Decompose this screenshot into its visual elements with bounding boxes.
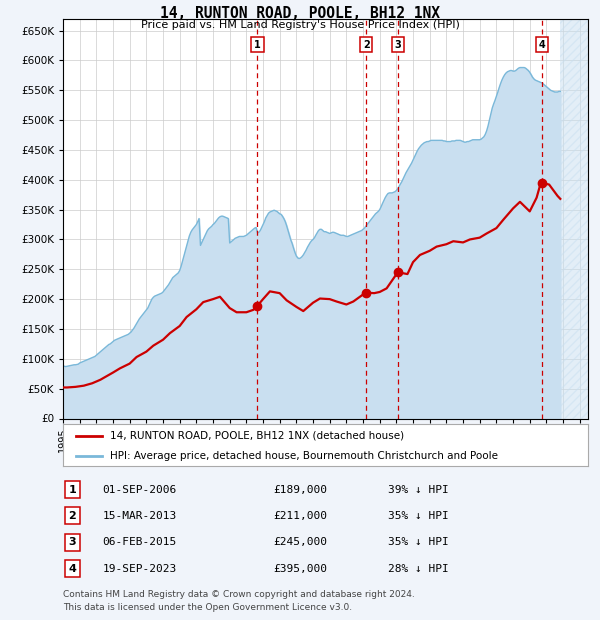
Text: 19-SEP-2023: 19-SEP-2023 <box>103 564 176 574</box>
Text: Price paid vs. HM Land Registry's House Price Index (HPI): Price paid vs. HM Land Registry's House … <box>140 20 460 30</box>
Text: £395,000: £395,000 <box>273 564 327 574</box>
Text: 2: 2 <box>363 40 370 50</box>
Text: 14, RUNTON ROAD, POOLE, BH12 1NX (detached house): 14, RUNTON ROAD, POOLE, BH12 1NX (detach… <box>110 431 404 441</box>
Text: 14, RUNTON ROAD, POOLE, BH12 1NX: 14, RUNTON ROAD, POOLE, BH12 1NX <box>160 6 440 21</box>
Text: This data is licensed under the Open Government Licence v3.0.: This data is licensed under the Open Gov… <box>63 603 352 612</box>
Text: 3: 3 <box>395 40 401 50</box>
Text: 3: 3 <box>68 538 76 547</box>
Text: 1: 1 <box>68 485 76 495</box>
Text: 35% ↓ HPI: 35% ↓ HPI <box>389 511 449 521</box>
Text: 35% ↓ HPI: 35% ↓ HPI <box>389 538 449 547</box>
Bar <box>560 19 588 419</box>
Text: £189,000: £189,000 <box>273 485 327 495</box>
Text: £245,000: £245,000 <box>273 538 327 547</box>
Text: 4: 4 <box>538 40 545 50</box>
Text: 15-MAR-2013: 15-MAR-2013 <box>103 511 176 521</box>
Text: 2: 2 <box>68 511 76 521</box>
Text: 28% ↓ HPI: 28% ↓ HPI <box>389 564 449 574</box>
Text: 01-SEP-2006: 01-SEP-2006 <box>103 485 176 495</box>
Text: HPI: Average price, detached house, Bournemouth Christchurch and Poole: HPI: Average price, detached house, Bour… <box>110 451 498 461</box>
Text: 4: 4 <box>68 564 76 574</box>
Text: Contains HM Land Registry data © Crown copyright and database right 2024.: Contains HM Land Registry data © Crown c… <box>63 590 415 600</box>
Text: £211,000: £211,000 <box>273 511 327 521</box>
Text: 06-FEB-2015: 06-FEB-2015 <box>103 538 176 547</box>
Text: 39% ↓ HPI: 39% ↓ HPI <box>389 485 449 495</box>
Text: 1: 1 <box>254 40 261 50</box>
